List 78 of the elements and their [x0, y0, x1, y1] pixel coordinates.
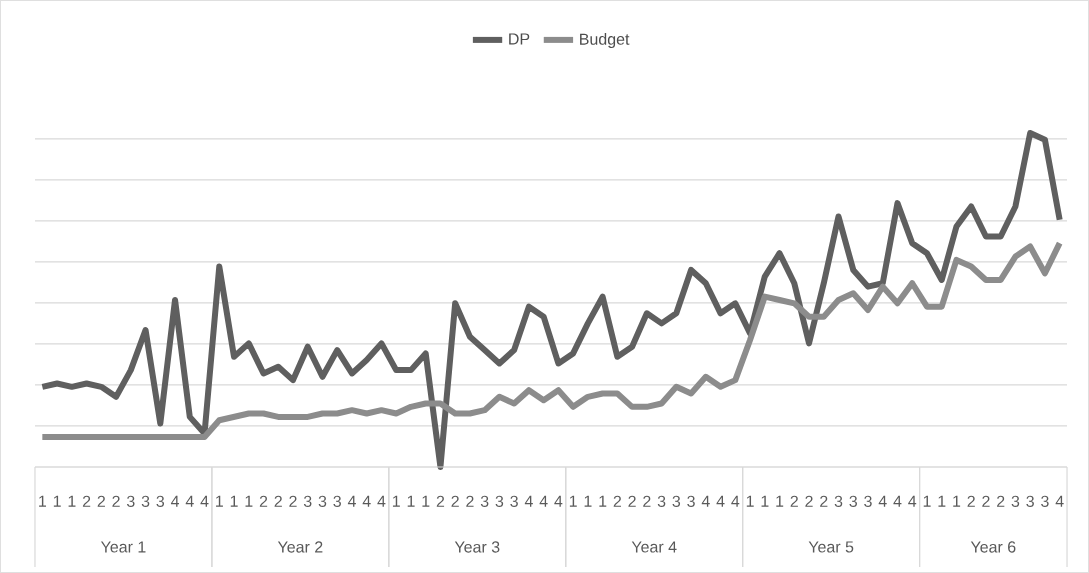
x-tick-label: 1: [422, 495, 430, 507]
x-tick-label: 2: [790, 495, 798, 507]
x-tick-label: 3: [834, 495, 843, 508]
x-tick-label: 2: [97, 495, 105, 507]
x-tick-label: 3: [672, 495, 681, 508]
x-tick-label: 2: [613, 495, 621, 507]
x-tick-label: 3: [495, 495, 504, 508]
x-tick-label: 1: [407, 495, 415, 507]
x-tick-label: 1: [938, 495, 946, 507]
text: Year 1: [100, 541, 146, 553]
x-tick-label: 1: [230, 495, 238, 507]
x-tick-label: 3: [849, 495, 857, 508]
x-tick-label: 4: [908, 495, 917, 507]
x-tick-label: 1: [953, 495, 961, 507]
x-tick-label: 1: [68, 495, 76, 507]
text: Year 2: [277, 541, 323, 553]
x-tick-label: 2: [805, 495, 813, 507]
x-tick-label: 3: [1026, 495, 1034, 508]
x-tick-label: 4: [701, 495, 710, 507]
x-tick-label: 3: [303, 495, 312, 508]
x-tick-label: 1: [39, 495, 47, 507]
x-tick-label: 3: [1011, 495, 1020, 508]
x-tick-label: 4: [200, 495, 209, 507]
x-tick-label: 3: [510, 495, 518, 508]
x-tick-label: 4: [1055, 495, 1064, 507]
x-tick-label: 3: [318, 495, 327, 508]
x-tick-label: 3: [333, 495, 341, 508]
x-tick-label: 3: [480, 495, 489, 508]
x-tick-label: 2: [289, 495, 297, 507]
x-tick-label: 2: [982, 495, 990, 507]
x-tick-label: 1: [392, 495, 400, 507]
x-tick-label: 3: [156, 495, 165, 508]
x-tick-label: 3: [657, 495, 666, 508]
text: Year 3: [454, 541, 500, 553]
text: Year 4: [631, 541, 677, 553]
x-tick-label: 2: [628, 495, 636, 507]
x-tick-label: 2: [112, 495, 120, 507]
x-tick-label: 2: [820, 495, 828, 507]
legend-label: Budget: [580, 33, 630, 49]
x-tick-label: 1: [569, 495, 577, 507]
text: Year 5: [808, 541, 854, 553]
x-tick-label: 4: [893, 495, 902, 507]
x-tick-label: 1: [245, 495, 253, 507]
x-tick-label: 4: [362, 495, 371, 507]
x-tick-label: 3: [687, 495, 695, 508]
x-tick-label: 1: [53, 495, 61, 507]
x-tick-label: 4: [170, 495, 180, 507]
x-tick-label: 4: [347, 495, 356, 507]
x-tick-label: 4: [554, 495, 563, 507]
x-tick-label: 1: [776, 495, 784, 507]
x-tick-label: 1: [216, 495, 223, 507]
x-tick-label: 2: [466, 495, 474, 507]
x-tick-label: 3: [1041, 495, 1049, 508]
x-tick-label: 2: [997, 495, 1005, 507]
x-tick-label: 4: [539, 495, 548, 507]
x-tick-label: 1: [746, 495, 754, 507]
x-tick-label: 1: [923, 495, 931, 507]
x-tick-label: 3: [864, 495, 872, 508]
x-tick-label: 2: [82, 495, 91, 507]
x-tick-label: 4: [185, 495, 194, 507]
x-tick-label: 2: [259, 495, 268, 507]
x-tick-label: 4: [377, 495, 386, 507]
x-tick-label: 1: [761, 495, 769, 507]
x-tick-label: 1: [584, 495, 592, 507]
legend-label: DP: [509, 33, 530, 45]
x-tick-label: 2: [274, 495, 282, 507]
x-tick-label: 2: [436, 495, 445, 507]
x-tick-label: 4: [524, 495, 533, 507]
text: Year 6: [970, 541, 1016, 553]
x-tick-label: 2: [451, 495, 459, 507]
x-tick-label: 1: [599, 495, 607, 507]
x-tick-label: 2: [643, 495, 651, 507]
x-tick-label: 4: [878, 495, 887, 507]
x-tick-label: 2: [967, 495, 975, 507]
x-tick-label: 3: [141, 495, 150, 508]
x-tick-label: 4: [731, 495, 740, 507]
x-tick-label: 4: [716, 495, 725, 507]
x-tick-label: 3: [126, 495, 135, 508]
